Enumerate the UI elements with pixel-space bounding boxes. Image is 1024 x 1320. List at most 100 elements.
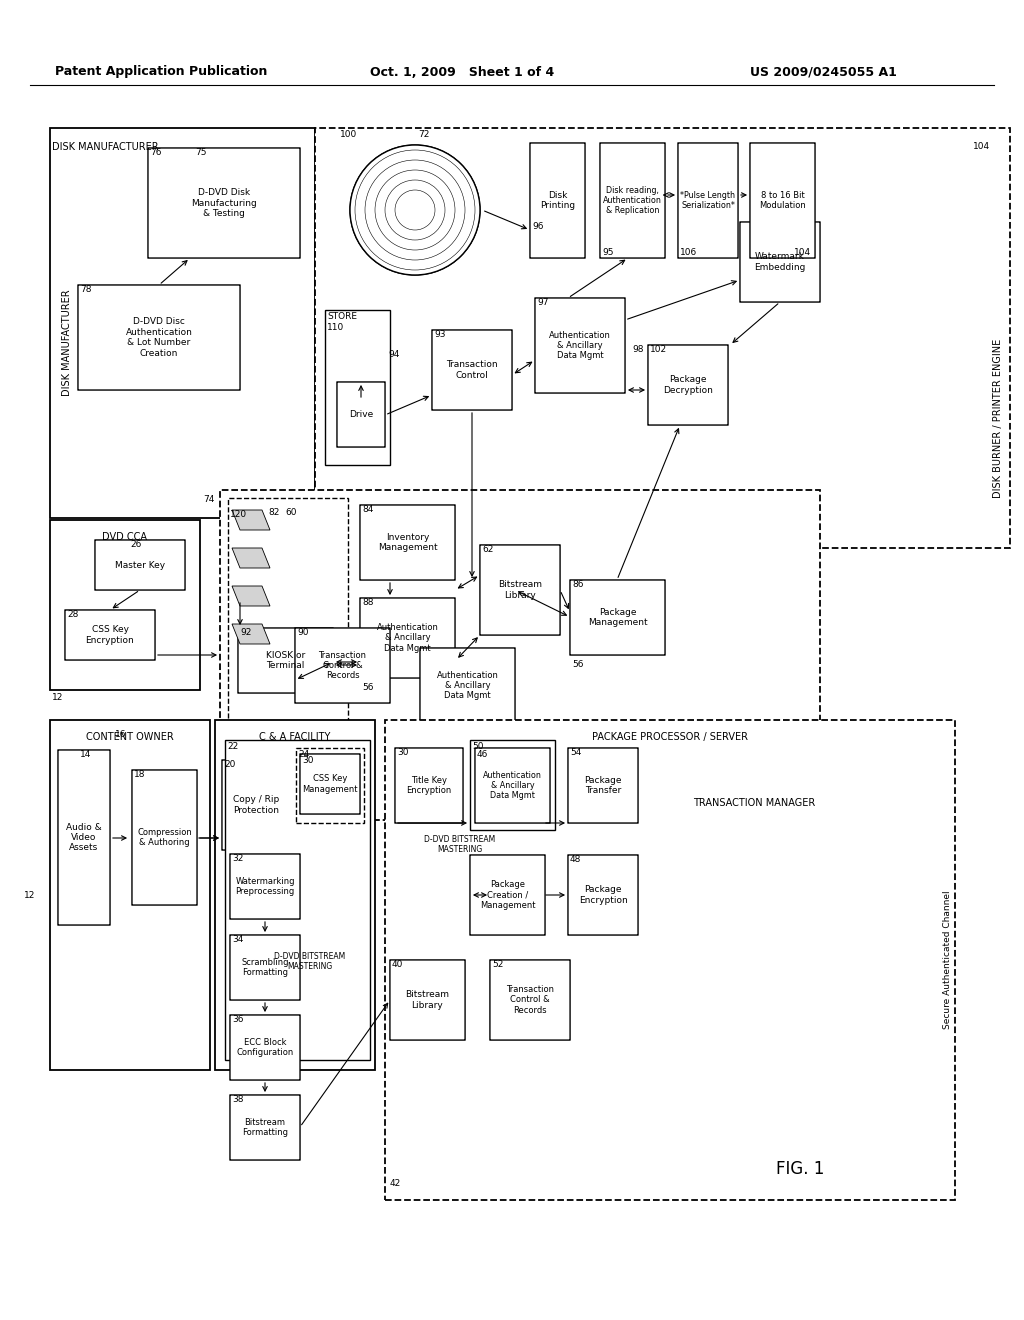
Text: ECC Block
Configuration: ECC Block Configuration bbox=[237, 1038, 294, 1057]
FancyBboxPatch shape bbox=[568, 748, 638, 824]
Text: 92: 92 bbox=[240, 628, 251, 638]
Text: 12: 12 bbox=[24, 891, 35, 899]
Text: 56: 56 bbox=[362, 682, 374, 692]
Text: Transaction
Control: Transaction Control bbox=[446, 360, 498, 380]
Text: Package
Encryption: Package Encryption bbox=[579, 886, 628, 904]
Text: 36: 36 bbox=[232, 1015, 244, 1024]
Text: 54: 54 bbox=[570, 748, 582, 756]
FancyBboxPatch shape bbox=[530, 143, 585, 257]
FancyBboxPatch shape bbox=[570, 579, 665, 655]
FancyBboxPatch shape bbox=[147, 148, 300, 257]
Bar bbox=[50, 520, 200, 690]
FancyBboxPatch shape bbox=[132, 770, 197, 906]
Text: 94: 94 bbox=[388, 350, 399, 359]
Text: Bitstream
Library: Bitstream Library bbox=[498, 581, 542, 599]
Text: Transaction
Control &
Records: Transaction Control & Records bbox=[318, 651, 367, 680]
Bar bbox=[50, 719, 210, 1071]
FancyBboxPatch shape bbox=[238, 628, 333, 693]
Text: D-DVD Disk
Manufacturing
& Testing: D-DVD Disk Manufacturing & Testing bbox=[191, 187, 257, 218]
Text: 32: 32 bbox=[232, 854, 244, 863]
Text: 84: 84 bbox=[362, 506, 374, 513]
Text: Watermark
Embedding: Watermark Embedding bbox=[755, 252, 806, 272]
Bar bbox=[215, 719, 375, 1071]
Text: Package
Decryption: Package Decryption bbox=[664, 375, 713, 395]
Text: D-DVD BITSTREAM
MASTERING: D-DVD BITSTREAM MASTERING bbox=[424, 836, 496, 854]
Text: Authentication
& Ancillary
Data Mgmt: Authentication & Ancillary Data Mgmt bbox=[549, 330, 611, 360]
FancyBboxPatch shape bbox=[230, 1096, 300, 1160]
Text: Bitstream
Library: Bitstream Library bbox=[406, 990, 450, 1010]
Text: 75: 75 bbox=[195, 148, 207, 157]
Text: Oct. 1, 2009   Sheet 1 of 4: Oct. 1, 2009 Sheet 1 of 4 bbox=[370, 66, 554, 78]
Text: Secure Authenticated Channel: Secure Authenticated Channel bbox=[942, 891, 951, 1030]
Polygon shape bbox=[232, 624, 270, 644]
FancyBboxPatch shape bbox=[360, 506, 455, 579]
Text: Audio &
Video
Assets: Audio & Video Assets bbox=[67, 822, 101, 853]
FancyBboxPatch shape bbox=[390, 960, 465, 1040]
Text: Compression
& Authoring: Compression & Authoring bbox=[137, 828, 191, 847]
Text: Disk reading,
Authentication
& Replication: Disk reading, Authentication & Replicati… bbox=[603, 186, 662, 215]
Text: 110: 110 bbox=[327, 323, 344, 333]
Bar bbox=[325, 310, 390, 465]
Text: Copy / Rip
Protection: Copy / Rip Protection bbox=[232, 795, 280, 814]
Text: CSS Key
Management: CSS Key Management bbox=[302, 775, 357, 793]
FancyBboxPatch shape bbox=[65, 610, 155, 660]
Text: DISK BURNER / PRINTER ENGINE: DISK BURNER / PRINTER ENGINE bbox=[993, 338, 1002, 498]
Text: 30: 30 bbox=[302, 756, 313, 766]
Text: 95: 95 bbox=[602, 248, 613, 257]
Text: 14: 14 bbox=[80, 750, 91, 759]
Text: Transaction
Control &
Records: Transaction Control & Records bbox=[506, 985, 554, 1015]
Text: Patent Application Publication: Patent Application Publication bbox=[55, 66, 267, 78]
Bar bbox=[296, 748, 364, 822]
FancyBboxPatch shape bbox=[295, 628, 390, 704]
Text: D-DVD Disc
Authentication
& Lot Number
Creation: D-DVD Disc Authentication & Lot Number C… bbox=[126, 317, 193, 358]
FancyBboxPatch shape bbox=[568, 855, 638, 935]
Bar bbox=[225, 741, 370, 1060]
FancyBboxPatch shape bbox=[678, 143, 738, 257]
Text: 60: 60 bbox=[285, 508, 297, 517]
FancyBboxPatch shape bbox=[222, 760, 290, 850]
Text: 20: 20 bbox=[224, 760, 236, 770]
Text: 78: 78 bbox=[80, 285, 91, 294]
Text: 82: 82 bbox=[268, 508, 280, 517]
FancyBboxPatch shape bbox=[230, 1015, 300, 1080]
Text: 88: 88 bbox=[362, 598, 374, 607]
Polygon shape bbox=[232, 548, 270, 568]
Text: 28: 28 bbox=[67, 610, 79, 619]
FancyBboxPatch shape bbox=[480, 545, 560, 635]
Bar bbox=[228, 498, 348, 816]
Text: 76: 76 bbox=[150, 148, 162, 157]
FancyBboxPatch shape bbox=[489, 960, 570, 1040]
Text: KIOSK or
Terminal: KIOSK or Terminal bbox=[266, 651, 305, 671]
FancyBboxPatch shape bbox=[337, 381, 385, 447]
Polygon shape bbox=[232, 586, 270, 606]
Text: Package
Management: Package Management bbox=[588, 607, 647, 627]
Text: 62: 62 bbox=[482, 545, 494, 554]
Text: DVD CCA: DVD CCA bbox=[102, 532, 147, 543]
Text: 18: 18 bbox=[134, 770, 145, 779]
Text: 40: 40 bbox=[392, 960, 403, 969]
Text: 96: 96 bbox=[532, 222, 544, 231]
Text: *Pulse Length
Serialization*: *Pulse Length Serialization* bbox=[681, 191, 735, 210]
Text: 8 to 16 Bit
Modulation: 8 to 16 Bit Modulation bbox=[759, 191, 806, 210]
Text: D-DVD BITSTREAM
MASTERING: D-DVD BITSTREAM MASTERING bbox=[274, 952, 346, 972]
Text: 46: 46 bbox=[477, 750, 488, 759]
Text: Scrambling
Formatting: Scrambling Formatting bbox=[242, 958, 289, 977]
FancyBboxPatch shape bbox=[58, 750, 110, 925]
Text: DISK MANUFACTURER: DISK MANUFACTURER bbox=[52, 143, 159, 152]
Text: DISK MANUFACTURER: DISK MANUFACTURER bbox=[62, 289, 72, 396]
Text: 100: 100 bbox=[340, 129, 357, 139]
FancyBboxPatch shape bbox=[432, 330, 512, 411]
FancyBboxPatch shape bbox=[95, 540, 185, 590]
Bar bbox=[470, 741, 555, 830]
Text: 12: 12 bbox=[52, 693, 63, 702]
Text: 24: 24 bbox=[298, 750, 309, 759]
Text: 120: 120 bbox=[230, 510, 247, 519]
Text: 106: 106 bbox=[680, 248, 697, 257]
Text: 50: 50 bbox=[472, 742, 483, 751]
FancyBboxPatch shape bbox=[360, 598, 455, 678]
Bar bbox=[50, 128, 315, 517]
FancyBboxPatch shape bbox=[535, 298, 625, 393]
Text: 16: 16 bbox=[115, 730, 127, 739]
Text: TRANSACTION MANAGER: TRANSACTION MANAGER bbox=[693, 799, 815, 808]
Text: FIG. 1: FIG. 1 bbox=[776, 1160, 824, 1177]
